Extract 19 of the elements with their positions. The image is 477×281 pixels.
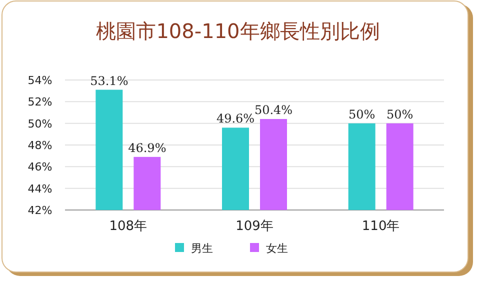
legend-label: 男生 bbox=[191, 242, 213, 255]
data-label: 49.6% bbox=[216, 112, 255, 126]
data-label: 50% bbox=[348, 107, 376, 122]
data-label: 53.1% bbox=[90, 74, 128, 88]
y-tick-label: 46% bbox=[28, 160, 52, 174]
x-tick-label: 109年 bbox=[236, 219, 274, 234]
x-tick-label: 108年 bbox=[109, 219, 148, 234]
x-tick-label: 110年 bbox=[362, 219, 400, 234]
y-tick-label: 44% bbox=[28, 182, 52, 196]
chart-title: 桃園市108-110年鄉長性別比例 bbox=[96, 19, 380, 43]
y-tick-label: 42% bbox=[28, 204, 52, 217]
y-tick-label: 54% bbox=[28, 74, 52, 87]
legend-label: 女生 bbox=[266, 242, 288, 255]
data-label: 50% bbox=[386, 107, 414, 122]
data-label: 46.9% bbox=[128, 140, 166, 155]
y-tick-label: 52% bbox=[28, 96, 52, 109]
y-tick-label: 48% bbox=[28, 139, 52, 152]
data-label: 50.4% bbox=[254, 103, 293, 117]
y-tick-label: 50% bbox=[28, 117, 52, 130]
